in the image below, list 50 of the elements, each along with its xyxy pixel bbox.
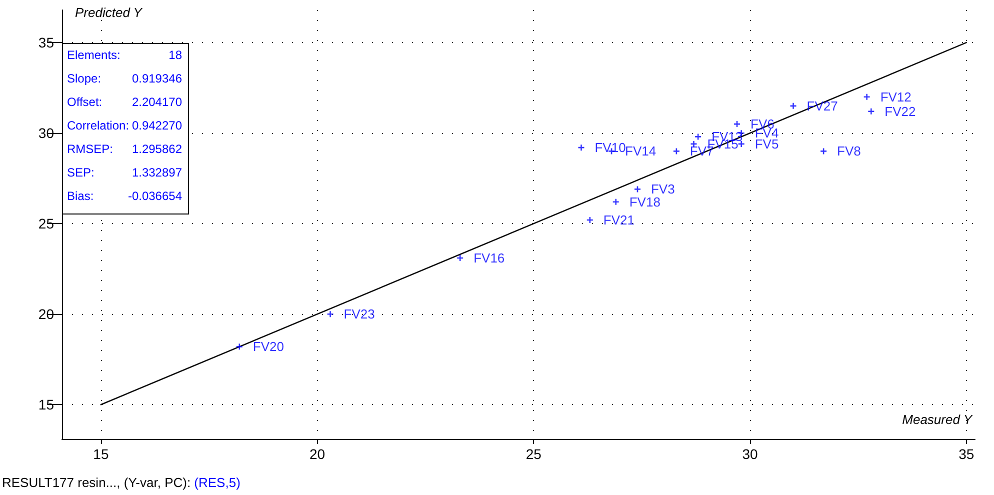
y-tick-label: 30 <box>38 125 54 142</box>
series-label: FV18 <box>629 194 660 210</box>
y-axis-title: Predicted Y <box>75 5 144 20</box>
annotation: Offset: <box>67 95 102 109</box>
point <box>586 216 594 224</box>
point <box>868 108 875 116</box>
point <box>326 310 334 318</box>
series-label: FV14 <box>625 144 656 159</box>
annotation: 1.295862 <box>132 142 182 156</box>
series-label: FV5 <box>754 136 779 152</box>
point <box>672 148 680 155</box>
point <box>456 254 464 262</box>
point <box>694 133 702 140</box>
series-label: FV20 <box>252 339 284 354</box>
series-label: FV16 <box>474 250 505 266</box>
annotation: -0.036654 <box>128 189 182 203</box>
annotation: SEP: <box>67 166 94 180</box>
annotation: Slope: <box>67 72 102 86</box>
point <box>820 148 828 155</box>
text: RESULT177 resin..., (Y-var, PC): (RES,5) <box>2 475 240 490</box>
x-tick-label: 20 <box>310 446 326 462</box>
point <box>236 343 244 350</box>
x-tick-label: 30 <box>742 446 758 462</box>
series-label: FV3 <box>650 182 675 197</box>
series-label: FV10 <box>594 140 626 156</box>
annotation: Elements: <box>67 48 120 62</box>
annotation: 1.332897 <box>132 166 182 180</box>
x-tick-label: 35 <box>958 446 974 462</box>
point <box>863 93 870 101</box>
point <box>578 144 585 152</box>
annotation: Bias: <box>67 189 94 203</box>
point <box>634 186 642 193</box>
annotation: RMSEP: <box>67 142 114 156</box>
series-label: FV12 <box>880 89 912 104</box>
x-tick-label: 15 <box>93 446 109 462</box>
point <box>733 120 741 128</box>
x-tick-label: 25 <box>526 446 542 462</box>
series-label: FV21 <box>603 212 634 228</box>
annotation: 2.204170 <box>132 95 182 109</box>
series-label: FV8 <box>837 144 861 159</box>
annotation: 0.942270 <box>132 118 182 132</box>
annotation: Correlation: <box>67 118 130 132</box>
series-label: FV23 <box>344 306 375 322</box>
point <box>612 198 620 206</box>
series-label: FV22 <box>884 104 916 119</box>
y-tick-label: 20 <box>38 306 54 322</box>
point <box>790 102 797 110</box>
annotation: 18 <box>168 48 182 62</box>
annotation: 0.919346 <box>132 72 182 86</box>
x-axis-title: Measured Y <box>902 412 974 427</box>
